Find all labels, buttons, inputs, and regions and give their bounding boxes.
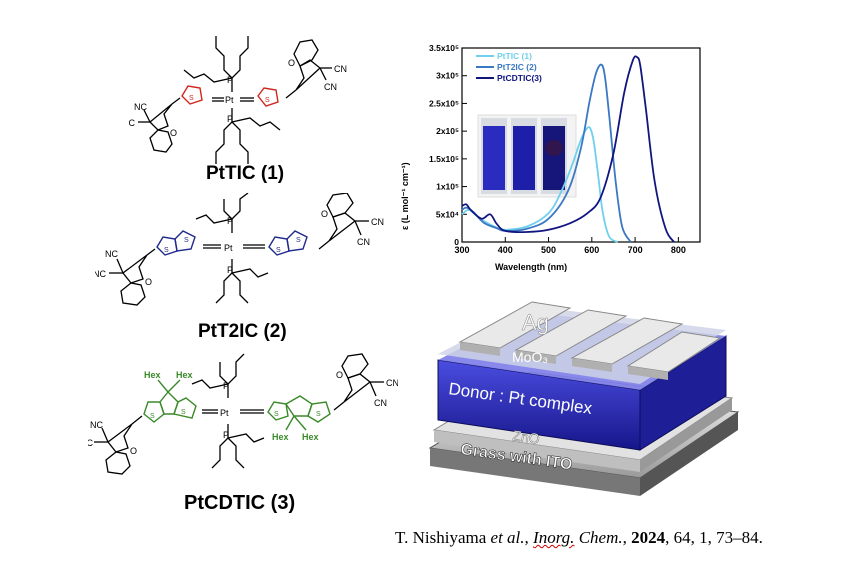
- atom-label: CN: [357, 237, 370, 247]
- y-tick-label: 5x10⁴: [436, 209, 459, 219]
- atom-label: Hex: [144, 370, 161, 380]
- atom-label: CN: [374, 398, 387, 408]
- x-axis-label: Wavelength (nm): [495, 262, 567, 272]
- citation-year: 2024: [631, 528, 666, 547]
- y-tick-label: 0: [454, 237, 459, 247]
- y-tick-label: 2.5x10⁵: [429, 98, 459, 108]
- atom-label: O: [130, 446, 137, 456]
- y-axis-label: ε (L mol⁻¹ cm⁻¹): [400, 162, 410, 230]
- atom-label: P: [227, 75, 233, 85]
- citation-sep: ,: [524, 528, 534, 547]
- series-line: [461, 63, 632, 243]
- atom-label: NC: [134, 102, 147, 112]
- atom-label: Hex: [272, 432, 289, 442]
- atom-label: O: [321, 209, 328, 219]
- atom-label: S: [265, 97, 270, 104]
- atom-label: Hex: [302, 432, 319, 442]
- atom-label: Hex: [176, 370, 193, 380]
- structure-ptcdtic: P P Pt S S S S Hex Hex Hex Hex O O NC NC…: [88, 353, 398, 475]
- atom-label: S: [189, 95, 194, 102]
- atom-label: NC: [88, 438, 93, 448]
- citation-etal: et al.: [490, 528, 525, 547]
- layer-label-ag: Ag: [522, 310, 549, 335]
- atom-label: P: [227, 114, 233, 124]
- device-schematic: Ag MoO₃ Donor : Pt complex ZnO Grass wit…: [428, 301, 740, 496]
- series-line: [461, 55, 675, 243]
- layer-label-moo3: MoO₃: [512, 349, 548, 365]
- citation-journal: Inorg.: [533, 528, 575, 547]
- atom-label: P: [223, 430, 229, 440]
- chart-series: [461, 55, 675, 243]
- atom-label: S: [181, 409, 186, 416]
- atom-label: O: [288, 58, 295, 68]
- atom-label: Pt: [224, 243, 233, 253]
- y-tick-label: 3x10⁵: [436, 71, 459, 81]
- layer-label-zno: ZnO: [512, 427, 541, 447]
- atom-label: O: [336, 370, 343, 380]
- vial-photo: [477, 114, 577, 198]
- atom-label: S: [316, 411, 321, 418]
- atom-label: S: [164, 247, 169, 254]
- chart-legend: PtTIC (1)PtT2IC (2)PtCDTIC(3): [476, 51, 542, 83]
- citation-sep: ,: [622, 528, 632, 547]
- citation: T. Nishiyama et al., Inorg. Chem., 2024,…: [395, 528, 763, 548]
- atom-label: CN: [324, 82, 337, 92]
- citation-volume-pages: , 64, 1, 73–84.: [665, 528, 763, 547]
- atom-label: S: [184, 237, 189, 244]
- x-tick-label: 700: [628, 245, 643, 255]
- absorption-chart: 300 400 500 600 700 800 0 5x10⁴ 1x10⁵ 1.5x10⁵ 2x10…: [400, 43, 701, 272]
- citation-journal: Chem.: [574, 528, 623, 547]
- atom-label: CN: [386, 378, 398, 388]
- atom-label: Pt: [225, 95, 234, 105]
- atom-label: O: [170, 128, 177, 138]
- atom-label: CN: [371, 217, 384, 227]
- y-tick-label: 1x10⁵: [436, 182, 459, 192]
- y-tick-label: 2x10⁵: [436, 126, 459, 136]
- x-tick-label: 500: [541, 245, 556, 255]
- atom-label: NC: [90, 420, 103, 430]
- structure-pttic: P P Pt S S O O NC NC CN CN: [128, 36, 347, 164]
- structure-label: PtT2IC (2): [198, 321, 287, 342]
- atom-label: CN: [334, 64, 347, 74]
- structure-ptt2ic: P P Pt S S S S O O NC NC CN CN: [95, 193, 384, 306]
- citation-authors: T. Nishiyama: [395, 528, 491, 547]
- x-tick-label: 800: [671, 245, 686, 255]
- atom-label: S: [150, 413, 155, 420]
- atom-label: Pt: [220, 408, 229, 418]
- atom-label: P: [227, 216, 233, 226]
- x-tick-label: 600: [584, 245, 599, 255]
- x-tick-label: 300: [454, 245, 469, 255]
- legend-entry: PtT2IC (2): [497, 62, 537, 72]
- legend-entry: PtTIC (1): [497, 51, 532, 61]
- chart-tick-labels: 300 400 500 600 700 800 0 5x10⁴ 1x10⁵ 1.5x10⁵ 2x10…: [429, 43, 686, 255]
- legend-entry: PtCDTIC(3): [497, 73, 542, 83]
- atom-label: P: [223, 381, 229, 391]
- atom-label: P: [227, 265, 233, 275]
- series-line: [461, 126, 619, 243]
- atom-label: NC: [95, 269, 106, 279]
- y-tick-label: 1.5x10⁵: [429, 154, 459, 164]
- structure-label: PtTIC (1): [206, 163, 285, 184]
- structure-label: PtCDTIC (3): [184, 492, 296, 514]
- x-tick-label: 400: [498, 245, 513, 255]
- y-tick-label: 3.5x10⁵: [429, 43, 459, 53]
- atom-label: S: [296, 237, 301, 244]
- atom-label: NC: [128, 118, 135, 128]
- atom-label: S: [276, 247, 281, 254]
- plot-frame: [461, 47, 701, 243]
- atom-label: NC: [105, 249, 118, 259]
- atom-label: O: [145, 277, 152, 287]
- atom-label: S: [274, 411, 279, 418]
- chart-axes: [461, 47, 701, 243]
